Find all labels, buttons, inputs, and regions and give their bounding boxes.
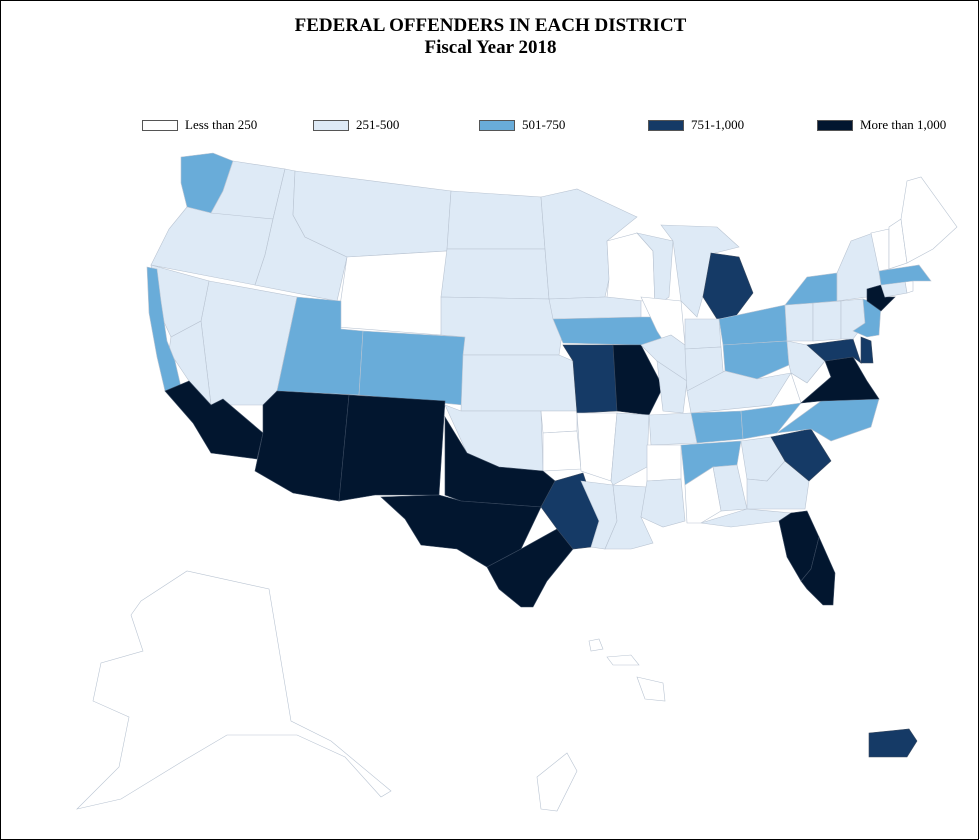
district-az [254,390,350,502]
district-ma [878,264,932,286]
map-title: FEDERAL OFFENDERS IN EACH DISTRICT Fisca… [1,15,978,59]
district-nm [338,394,446,502]
district-pa-m [812,300,842,342]
district-ks [460,354,578,412]
district-mo-w [562,344,618,414]
district-pa-w [784,302,814,342]
district-il-s [656,360,688,414]
district-wy [336,250,448,336]
district-ok-n [540,410,578,434]
district-ny-w [784,272,838,306]
district-hi-3 [636,676,666,702]
district-mo-e [612,344,664,416]
district-sd [440,248,550,300]
district-tx-s [486,528,574,608]
legend-label: Less than 250 [185,117,258,132]
district-ms-s [640,478,686,528]
legend-label: 251-500 [356,117,400,132]
district-hi-4 [536,752,578,812]
district-sc [770,428,832,482]
district-al-s [684,466,722,524]
district-pr [868,728,918,758]
district-tx-e [540,472,600,550]
legend-label: 501-750 [522,117,566,132]
district-tn-w [648,412,698,446]
district-ok-e [542,430,582,472]
district-me [900,176,958,264]
district-nd [446,190,546,250]
district-ar-e [610,412,650,486]
legend-swatch [479,119,515,131]
district-mi-e [702,252,754,320]
legend-label: More than 1,000 [860,117,947,132]
district-co [358,330,466,406]
legend: Less than 250 251-500 501-750 751-1,000 … [1,117,978,137]
district-hi-1 [588,638,604,652]
legend-swatch [313,119,349,131]
district-hi-2 [606,654,640,666]
district-ia-n [548,296,642,320]
district-va-e [800,356,880,404]
title-line-2: Fiscal Year 2018 [424,37,557,58]
district-ms-n [646,444,682,482]
legend-item-751-1000: 751-1,000 [648,117,744,133]
legend-item-more-than-1000: More than 1,000 [817,117,946,133]
district-ar-w [576,412,618,482]
district-de [860,336,874,364]
legend-item-less-than-250: Less than 250 [142,117,257,133]
district-ca-c [146,266,182,392]
legend-swatch [817,119,853,131]
district-ak [76,570,392,810]
legend-swatch [648,119,684,131]
district-tn-m [690,410,744,444]
title-line-1: FEDERAL OFFENDERS IN EACH DISTRICT [294,15,687,36]
district-fl-s [800,536,836,606]
legend-label: 751-1,000 [691,117,745,132]
legend-item-501-750: 501-750 [479,117,565,133]
district-md [806,338,862,364]
legend-swatch [142,119,178,131]
district-in-n [684,318,722,350]
district-oh-s [722,340,790,380]
legend-item-251-500: 251-500 [313,117,399,133]
